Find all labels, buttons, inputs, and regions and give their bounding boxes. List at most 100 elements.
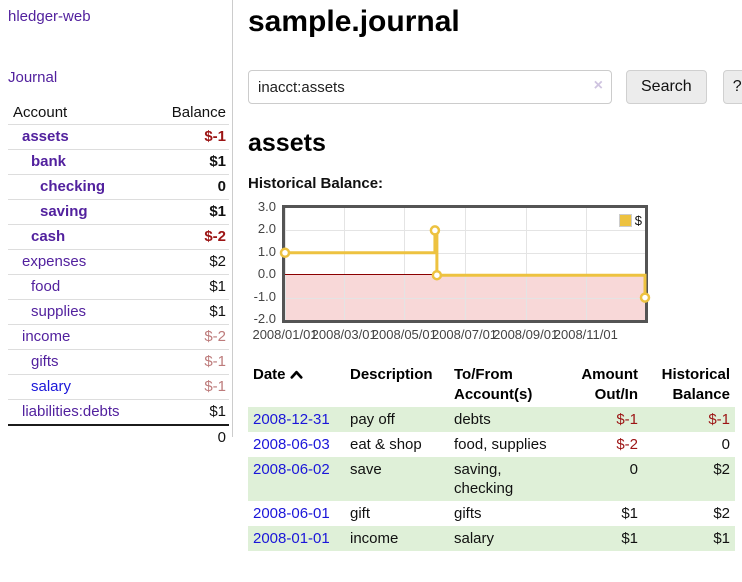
transaction-balance: 0 bbox=[721, 436, 730, 453]
register-row[interactable]: 2008-01-01 income salary $1 $1 bbox=[248, 526, 735, 551]
sidebar-account-link[interactable]: liabilities:debts bbox=[22, 403, 120, 420]
sidebar-account-balance: 0 bbox=[217, 178, 226, 195]
sidebar-account-row: income $-2 bbox=[8, 324, 229, 350]
transaction-balance: $1 bbox=[713, 530, 730, 547]
transaction-amount: $-1 bbox=[616, 411, 638, 428]
sidebar-account-link[interactable]: expenses bbox=[22, 253, 87, 270]
sidebar-account-row: food $1 bbox=[8, 274, 229, 300]
search-input[interactable] bbox=[248, 70, 612, 104]
transaction-date-link[interactable]: 2008-01-01 bbox=[253, 530, 330, 547]
data-point-marker bbox=[429, 225, 441, 236]
register-row[interactable]: 2008-06-03 eat & shop food, supplies $-2 0 bbox=[248, 432, 735, 457]
sidebar-account-row: cash $-2 bbox=[8, 224, 229, 250]
gridline bbox=[585, 208, 587, 320]
transaction-date-link[interactable]: 2008-12-31 bbox=[253, 411, 330, 428]
search-button[interactable]: Search bbox=[626, 70, 707, 104]
accounts-header-balance: Balance bbox=[171, 104, 226, 121]
sidebar-item-journal[interactable]: Journal bbox=[8, 69, 58, 86]
sidebar-account-balance: $1 bbox=[209, 278, 226, 295]
accounts-total-value: 0 bbox=[217, 429, 226, 446]
sidebar-account-link[interactable]: bank bbox=[31, 153, 67, 170]
sidebar-divider bbox=[232, 0, 233, 437]
sidebar-account-balance: $-2 bbox=[204, 228, 226, 245]
sidebar-account-balance: $-1 bbox=[204, 128, 226, 145]
sidebar-account-row: bank $1 bbox=[8, 149, 229, 175]
y-axis-tick: 3.0 bbox=[257, 199, 276, 214]
main-content: sample.journal × Search ? assets Histori… bbox=[233, 0, 742, 551]
gridline bbox=[285, 297, 645, 299]
sidebar-account-balance: $1 bbox=[209, 203, 226, 220]
register-header-row: Date Description To/From Account(s) Amou… bbox=[248, 363, 735, 407]
gridline bbox=[285, 252, 645, 254]
y-axis-tick: -1.0 bbox=[253, 288, 276, 304]
balance-series bbox=[279, 225, 651, 303]
sidebar-account-row: gifts $-1 bbox=[8, 349, 229, 375]
sidebar-account-link[interactable]: food bbox=[31, 278, 61, 295]
transaction-accounts: saving, checking bbox=[454, 461, 514, 497]
help-button[interactable]: ? bbox=[722, 70, 742, 104]
accounts-header-account: Account bbox=[13, 104, 68, 121]
sidebar-account-link[interactable]: checking bbox=[40, 178, 106, 195]
sidebar-account-row: liabilities:debts $1 bbox=[8, 399, 229, 426]
transaction-accounts: food, supplies bbox=[454, 436, 547, 453]
register-table: Date Description To/From Account(s) Amou… bbox=[248, 363, 735, 551]
register-row[interactable]: 2008-12-31 pay off debts $-1 $-1 bbox=[248, 407, 735, 432]
historical-balance-chart: $ 3.0 2.0 1.0 0.0 -1.0 -2.0 2008/01/01 2008/03/… bbox=[248, 199, 742, 343]
legend-label: $ bbox=[634, 213, 642, 228]
register-header-amount[interactable]: Amount Out/In bbox=[581, 366, 638, 403]
register-header-date[interactable]: Date bbox=[248, 363, 345, 407]
sidebar-account-balance: $-1 bbox=[204, 378, 226, 395]
transaction-balance: $2 bbox=[713, 505, 730, 522]
transaction-date-link[interactable]: 2008-06-03 bbox=[253, 436, 330, 453]
gridline bbox=[525, 208, 527, 320]
sidebar-account-link[interactable]: cash bbox=[31, 228, 66, 245]
transaction-date-link[interactable]: 2008-06-02 bbox=[253, 461, 330, 478]
sidebar-account-balance: $2 bbox=[209, 253, 226, 270]
transaction-description: save bbox=[350, 461, 382, 478]
register-row[interactable]: 2008-06-02 save saving, checking 0 $2 bbox=[248, 457, 735, 501]
sidebar-account-link[interactable]: gifts bbox=[31, 353, 59, 370]
register-header-description[interactable]: Description bbox=[350, 366, 433, 383]
register-row[interactable]: 2008-06-01 gift gifts $1 $2 bbox=[248, 501, 735, 526]
sort-asc-icon bbox=[289, 365, 303, 385]
sidebar-account-row: salary $-1 bbox=[8, 374, 229, 400]
y-axis-tick: 0.0 bbox=[257, 266, 276, 282]
sidebar-account-link[interactable]: salary bbox=[31, 378, 72, 395]
accounts-table: Account Balance assets $-1 bank $1 checking 0… bbox=[8, 102, 229, 450]
accounts-header-row: Account Balance bbox=[8, 102, 229, 125]
x-axis-tick: 2008/09/01 bbox=[493, 327, 559, 342]
register-header-balance[interactable]: Historical Balance bbox=[661, 366, 730, 403]
gridline bbox=[464, 208, 466, 320]
sidebar-account-link[interactable]: supplies bbox=[31, 303, 87, 320]
accounts-total-row: 0 bbox=[8, 425, 229, 450]
data-point-marker bbox=[279, 247, 291, 259]
y-axis-tick: 1.0 bbox=[257, 243, 276, 259]
gridline bbox=[285, 208, 286, 320]
transaction-amount: $1 bbox=[621, 505, 638, 522]
transaction-description: income bbox=[350, 530, 399, 547]
y-axis-tick: 2.0 bbox=[257, 221, 276, 237]
sidebar-account-row: saving $1 bbox=[8, 199, 229, 225]
sidebar-account-row: supplies $1 bbox=[8, 299, 229, 325]
x-axis-tick: 2008/07/01 bbox=[431, 327, 498, 342]
sidebar-account-link[interactable]: assets bbox=[22, 128, 69, 145]
sidebar-account-balance: $-2 bbox=[204, 328, 226, 345]
data-point-marker bbox=[431, 269, 443, 281]
transaction-amount: $-2 bbox=[616, 436, 638, 453]
x-axis-tick: 2008/01/01 bbox=[252, 327, 318, 342]
sidebar-account-row: expenses $2 bbox=[8, 249, 229, 275]
legend-swatch bbox=[618, 214, 632, 227]
transaction-accounts: debts bbox=[454, 411, 491, 428]
app-window: hledger-web Journal Account Balance asse… bbox=[8, 0, 742, 551]
sidebar-account-balance: $-1 bbox=[204, 353, 226, 370]
register-header-accounts[interactable]: To/From Account(s) bbox=[454, 366, 533, 403]
sidebar-account-link[interactable]: saving bbox=[40, 203, 88, 220]
search-form: × Search ? bbox=[248, 70, 742, 104]
transaction-balance: $2 bbox=[713, 461, 730, 478]
brand-link[interactable]: hledger-web bbox=[8, 8, 91, 25]
gridline bbox=[285, 230, 645, 232]
gridline bbox=[404, 208, 406, 320]
clear-search-icon[interactable]: × bbox=[593, 77, 603, 94]
transaction-date-link[interactable]: 2008-06-01 bbox=[253, 505, 330, 522]
sidebar-account-link[interactable]: income bbox=[22, 328, 71, 345]
